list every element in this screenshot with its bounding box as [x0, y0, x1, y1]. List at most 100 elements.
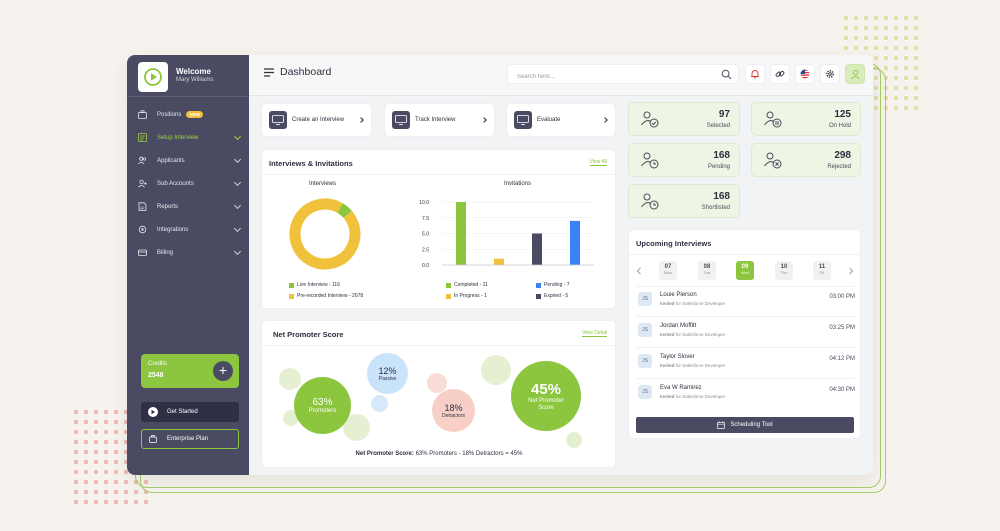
language-button[interactable] [795, 64, 815, 84]
interview-list-item[interactable]: JS Jordan Moffitt Invited for Salesforce… [636, 317, 855, 345]
decor-dot [114, 480, 118, 484]
legend-label: In Progress - 1 [454, 293, 487, 299]
evaluate-card[interactable]: Evaluate [506, 103, 616, 137]
play-icon [148, 407, 158, 417]
role-text: for Salesforce Developer [674, 332, 726, 337]
role-text: for Salesforce Developer [674, 363, 726, 368]
stat-rejected[interactable]: 298 Rejected [751, 143, 861, 177]
enterprise-plan-button[interactable]: Enterprise Plan [141, 429, 239, 449]
play-logo-icon [144, 68, 162, 86]
sidebar-item-positions[interactable]: Positions NEW [127, 103, 249, 126]
date-day: 10 [780, 264, 788, 270]
decor-dot [124, 500, 128, 504]
date-chip-07[interactable]: 07 Mon [659, 261, 677, 280]
decor-dot [894, 106, 898, 110]
decor-dot [874, 106, 878, 110]
stat-selected[interactable]: 97 Selected [628, 102, 740, 136]
scheduling-tool-button[interactable]: Scheduling Tool [636, 417, 854, 433]
report-icon [138, 202, 147, 211]
user-add-icon [138, 179, 147, 188]
card-title: Upcoming Interviews [636, 239, 712, 248]
user-pause-icon [764, 111, 782, 128]
sidebar-item-applicants[interactable]: Applicants [127, 149, 249, 172]
sidebar-item-sub-accounts[interactable]: Sub Accounts [127, 172, 249, 195]
interview-time: 03:25 PM [829, 325, 855, 331]
sidebar-item-integrations[interactable]: Integrations [127, 218, 249, 241]
avatar: JS [638, 323, 652, 337]
decor-dot [84, 460, 88, 464]
date-chip-11[interactable]: 11 Fri [813, 261, 831, 280]
date-chip-10[interactable]: 10 Thu [775, 261, 793, 280]
decor-dot [134, 500, 138, 504]
top-bar: Dashboard [249, 55, 873, 96]
card-divider [262, 174, 617, 175]
decor-dot [864, 26, 868, 30]
legend-swatch [536, 293, 541, 299]
decor-dot [854, 46, 858, 50]
decor-dot [124, 430, 128, 434]
us-flag-icon [800, 69, 810, 79]
sidebar-item-setup-interview[interactable]: Setup Interview [127, 126, 249, 149]
date-chip-09[interactable]: 09 Wed [736, 261, 754, 280]
bar-pending [570, 220, 580, 265]
decor-dot [914, 106, 918, 110]
decor-dot [104, 430, 108, 434]
link-button[interactable] [770, 64, 790, 84]
interview-list-item[interactable]: JS Louie Pierson Invited for Salesforce … [636, 286, 855, 314]
decor-dot [914, 36, 918, 40]
stat-on-hold[interactable]: 125 On Hold [751, 102, 861, 136]
add-credits-button[interactable]: + [213, 361, 233, 381]
view-detail-link[interactable]: View Detail [582, 330, 607, 337]
create-interview-card[interactable]: Create an Interview [261, 103, 372, 137]
date-weekday: Thu [780, 270, 788, 275]
legend-label: Live Interview - 116 [297, 282, 340, 288]
search-icon[interactable] [721, 69, 732, 80]
profile-button[interactable] [845, 64, 865, 84]
decor-dot [114, 470, 118, 474]
decor-dot [844, 16, 848, 20]
interview-list-item[interactable]: JS Taylor Slover Invited for Salesforce … [636, 348, 855, 376]
decor-dot [884, 26, 888, 30]
user-check-icon [641, 111, 659, 128]
date-weekday: Wed [740, 270, 750, 275]
view-all-link[interactable]: View All [589, 159, 607, 166]
get-started-button[interactable]: Get Started [141, 402, 239, 422]
stat-shortlisted[interactable]: 168 Shortlisted [628, 184, 740, 218]
decor-dot [104, 470, 108, 474]
list-divider [636, 347, 855, 348]
chevron-left-icon[interactable] [636, 267, 642, 275]
decor-dot [94, 500, 98, 504]
search-input[interactable] [508, 68, 708, 86]
decor-dot [114, 420, 118, 424]
passive-percent: 12% [378, 365, 397, 376]
sidebar-item-reports[interactable]: Reports [127, 195, 249, 218]
sidebar-divider [127, 96, 249, 97]
legend-label: Expired - 5 [544, 293, 569, 299]
settings-button[interactable] [820, 64, 840, 84]
stat-pending[interactable]: 168 Pending [628, 143, 740, 177]
legend-swatch [536, 282, 541, 288]
quick-action-label: Create an Interview [292, 117, 345, 123]
quick-action-label: Evaluate [537, 117, 561, 123]
decor-dot [94, 490, 98, 494]
decor-dot [904, 16, 908, 20]
chevron-right-icon[interactable] [848, 267, 854, 275]
invited-label: Invited [660, 301, 675, 306]
decor-dot [904, 26, 908, 30]
interview-time: 04:12 PM [829, 356, 855, 362]
decor-dot [874, 86, 878, 90]
decor-dot [874, 36, 878, 40]
notifications-button[interactable] [745, 64, 765, 84]
interview-list-item[interactable]: JS Eva W Ramirez Invited for Salesforce … [636, 379, 855, 407]
track-interview-card[interactable]: Track Interview [384, 103, 495, 137]
decor-dot [104, 420, 108, 424]
date-chip-08[interactable]: 08 Tue [698, 261, 716, 280]
decor-dot [904, 46, 908, 50]
briefcase-icon [138, 110, 147, 119]
credits-value: 2548 [148, 372, 164, 379]
decor-dot [104, 460, 108, 464]
invited-label: Invited [660, 332, 675, 337]
sidebar-item-billing[interactable]: Billing [127, 241, 249, 264]
app-logo[interactable] [138, 62, 168, 92]
menu-icon[interactable] [264, 68, 274, 77]
